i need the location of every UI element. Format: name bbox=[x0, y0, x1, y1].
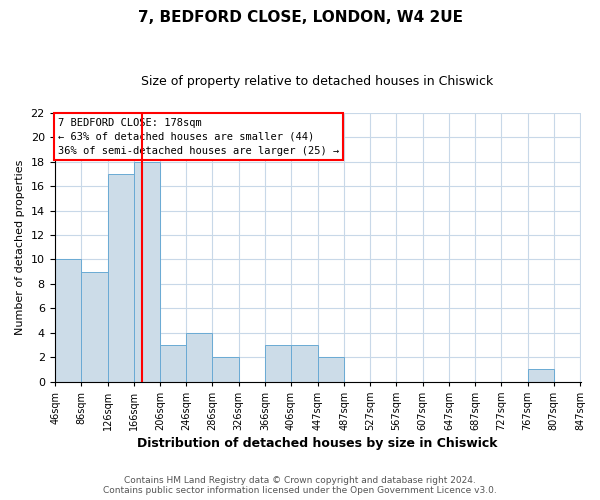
Bar bbox=[265, 345, 291, 382]
Bar bbox=[82, 272, 107, 382]
Bar bbox=[291, 345, 318, 382]
Text: 7 BEDFORD CLOSE: 178sqm
← 63% of detached houses are smaller (44)
36% of semi-de: 7 BEDFORD CLOSE: 178sqm ← 63% of detache… bbox=[58, 118, 339, 156]
Title: Size of property relative to detached houses in Chiswick: Size of property relative to detached ho… bbox=[142, 75, 494, 88]
Text: Contains HM Land Registry data © Crown copyright and database right 2024.
Contai: Contains HM Land Registry data © Crown c… bbox=[103, 476, 497, 495]
Bar bbox=[212, 357, 239, 382]
Bar bbox=[160, 345, 186, 382]
Bar bbox=[527, 370, 554, 382]
Text: 7, BEDFORD CLOSE, LONDON, W4 2UE: 7, BEDFORD CLOSE, LONDON, W4 2UE bbox=[137, 10, 463, 25]
Bar bbox=[134, 162, 160, 382]
Y-axis label: Number of detached properties: Number of detached properties bbox=[15, 160, 25, 335]
X-axis label: Distribution of detached houses by size in Chiswick: Distribution of detached houses by size … bbox=[137, 437, 498, 450]
Bar bbox=[318, 357, 344, 382]
Bar bbox=[55, 260, 82, 382]
Bar bbox=[186, 332, 212, 382]
Bar bbox=[107, 174, 134, 382]
